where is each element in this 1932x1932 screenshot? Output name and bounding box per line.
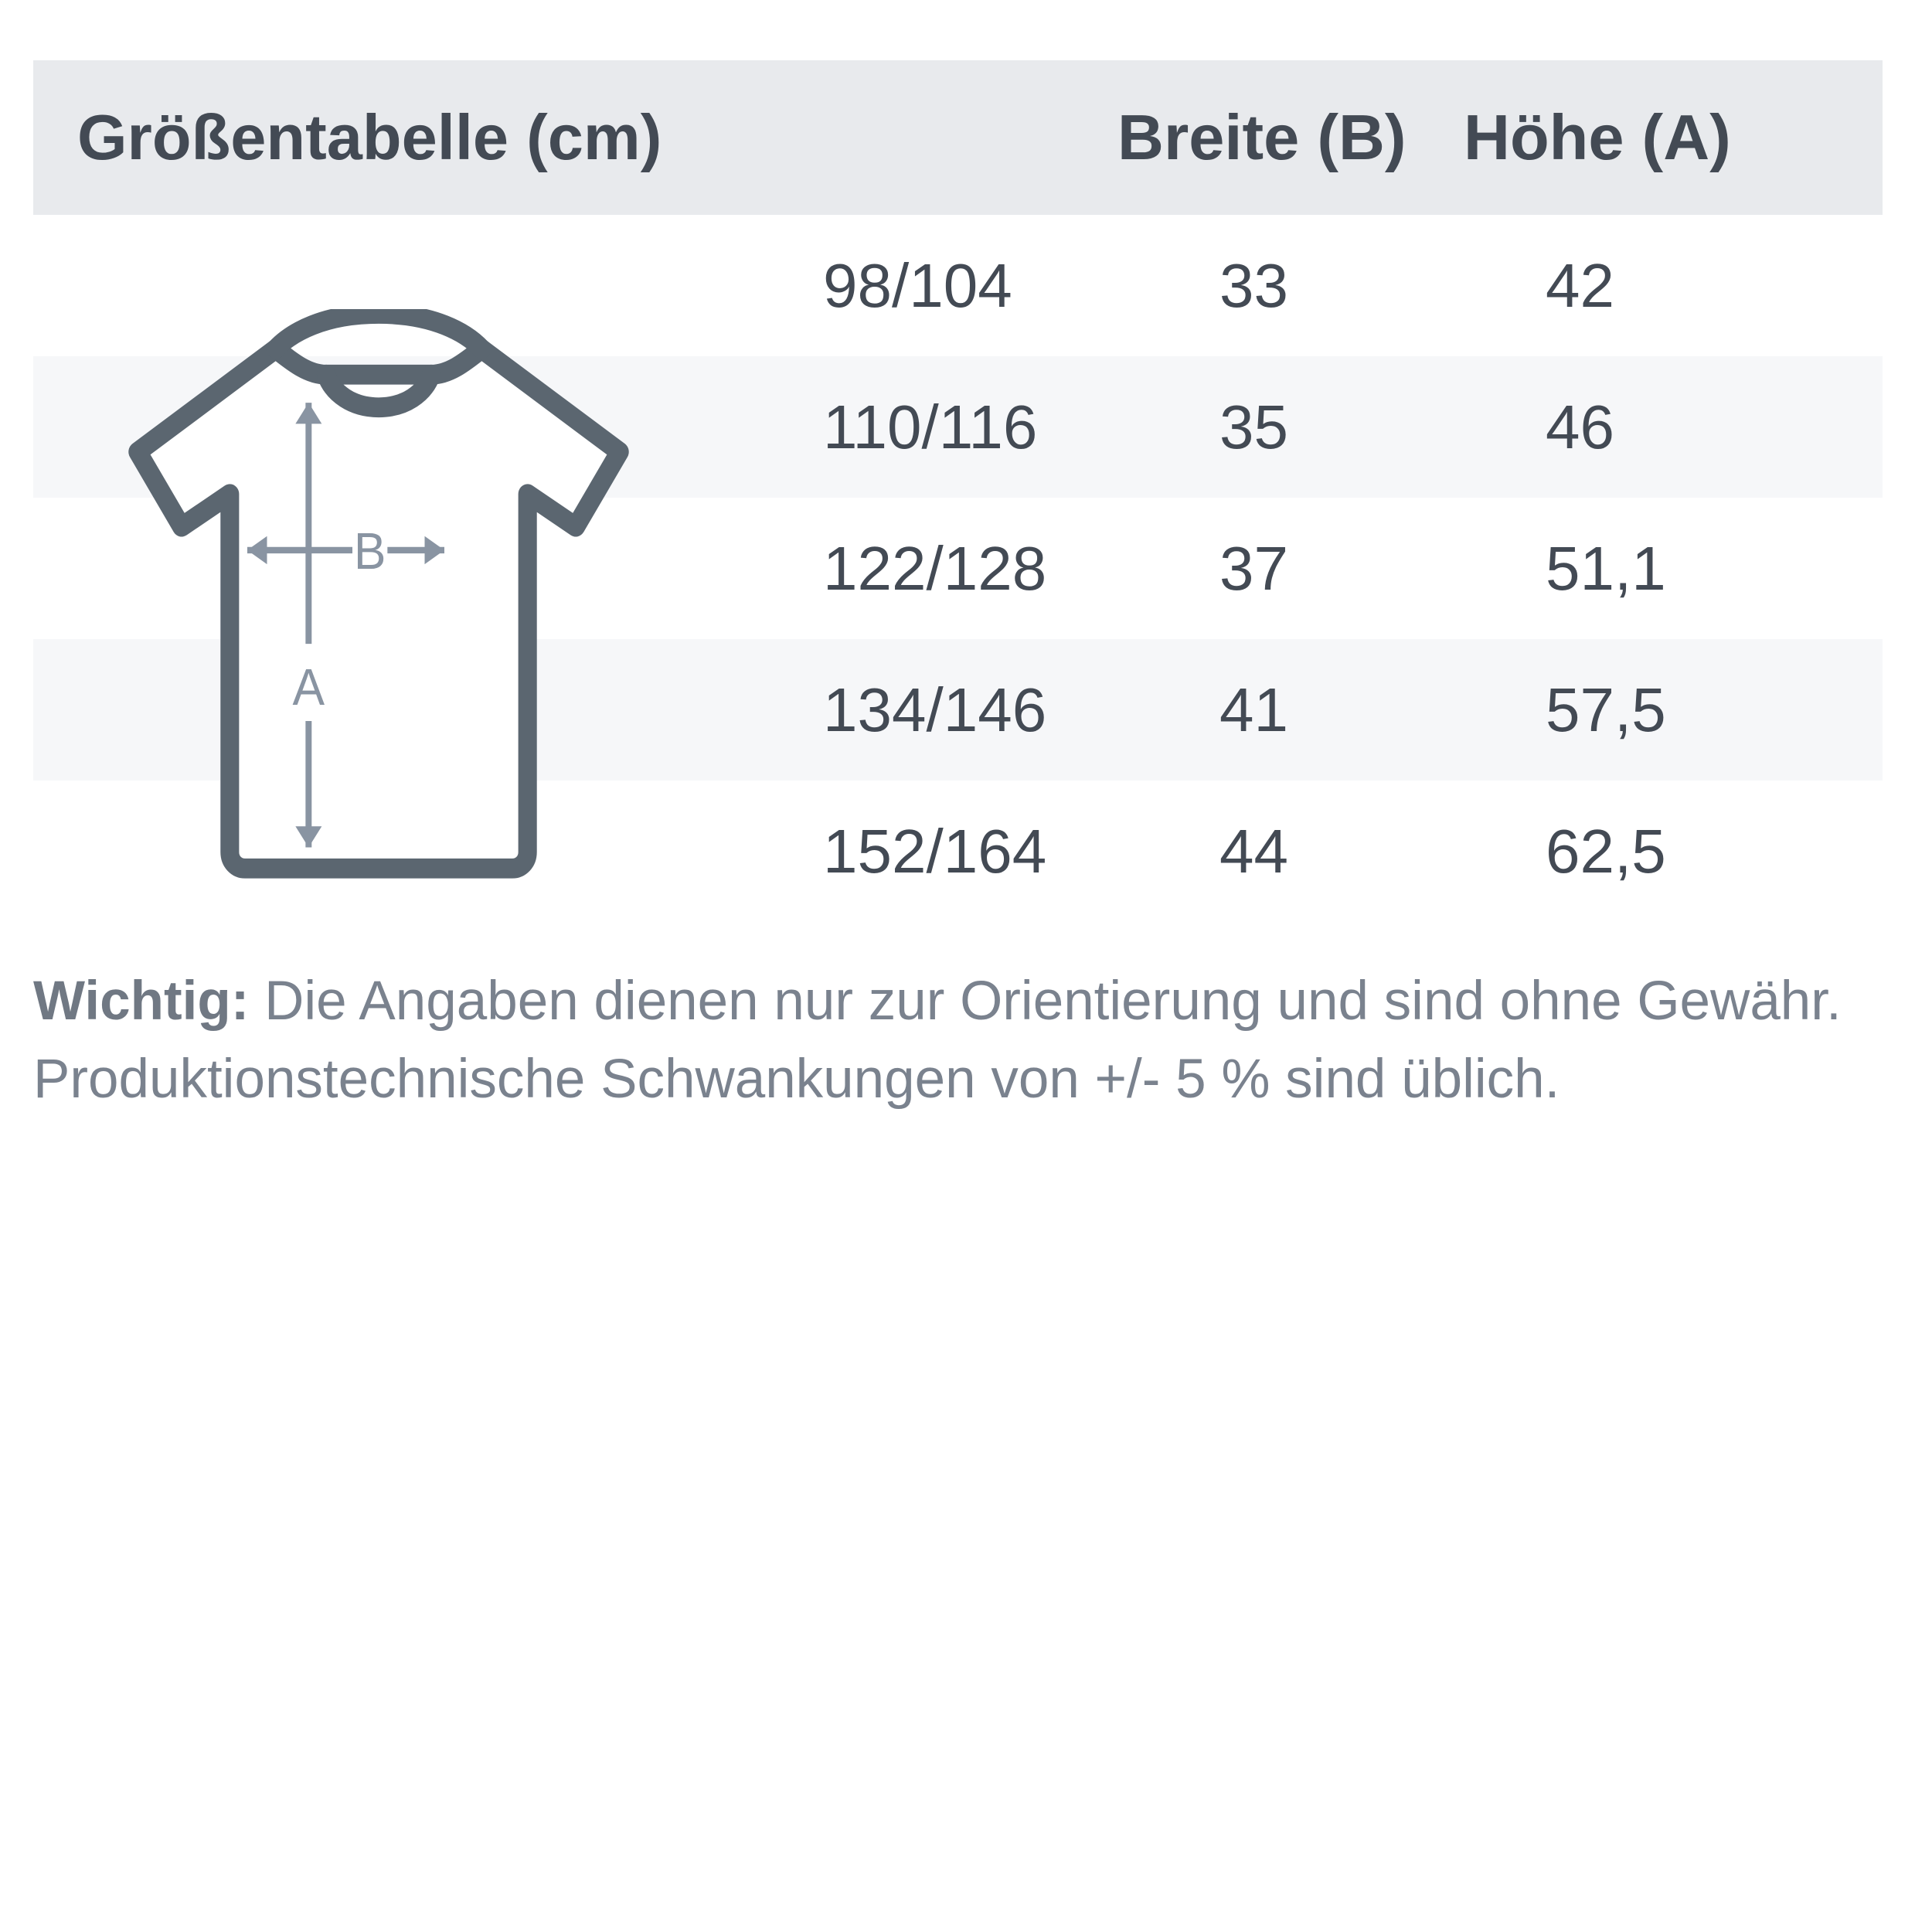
svg-text:A: A <box>293 658 325 716</box>
svg-text:B: B <box>354 522 386 580</box>
